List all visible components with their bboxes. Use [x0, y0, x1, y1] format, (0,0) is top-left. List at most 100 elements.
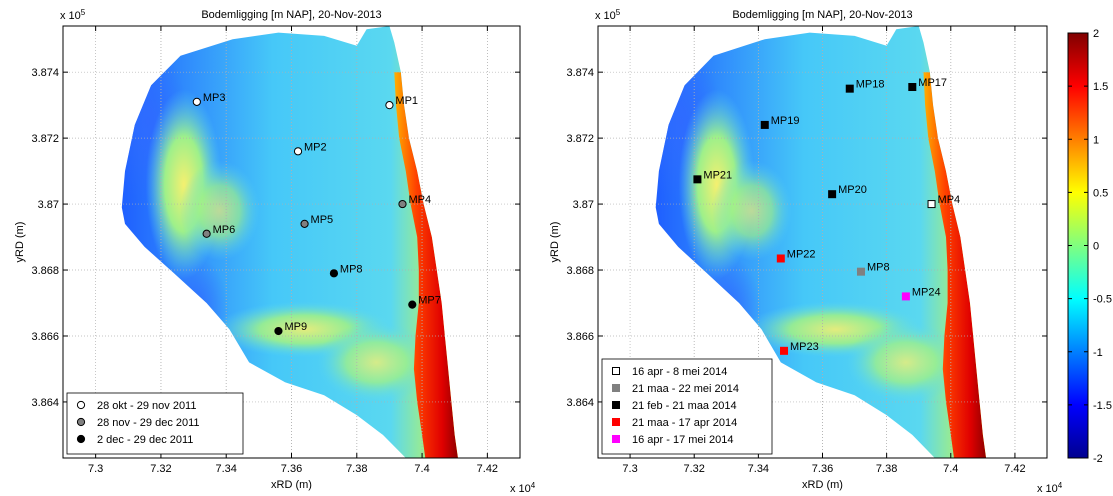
- x-tick-label: 7.32: [684, 463, 705, 475]
- point-mp1: [385, 101, 394, 110]
- x-axis-label: xRD (m): [271, 479, 312, 491]
- x-tick-label: 7.3: [622, 463, 637, 475]
- point-mp20: [828, 190, 837, 199]
- legend-marker: [76, 434, 86, 444]
- point-mp9: [274, 326, 283, 336]
- point-mp8: [856, 267, 865, 276]
- y-tick-label: 3.87: [573, 199, 594, 211]
- x-exponent-label: x 104: [1037, 481, 1063, 495]
- point-mp5: [300, 219, 309, 228]
- colorbar-tick-label: 1: [1093, 134, 1099, 146]
- point-label: MP17: [918, 77, 947, 89]
- legend-marker: [612, 367, 620, 375]
- legend-box: [66, 392, 244, 455]
- point-label: MP6: [213, 224, 236, 236]
- point-label: MP4: [408, 194, 431, 206]
- colorbar-tick-label: 0.5: [1093, 187, 1108, 199]
- chart-title: Bodemligging [m NAP], 20-Nov-2013: [732, 9, 912, 21]
- chart-panel-2: 7.3 7.32 7.34 7.36 7.38 7.4 7.42 3.864 3.866 3.86…: [549, 8, 1063, 495]
- x-tick-label: 7.38: [876, 463, 897, 475]
- x-tick-label: 7.34: [216, 463, 237, 475]
- legend-marker: [76, 400, 86, 410]
- legend-marker: [612, 435, 620, 443]
- shoal: [845, 322, 966, 403]
- legend-label: 2 dec - 29 dec 2011: [97, 434, 193, 446]
- chart-panel-1: 7.3 7.32 7.34 7.36 7.38 7.4 7.42 3.864 3.866 3.86…: [14, 8, 536, 495]
- point-label: MP3: [203, 92, 226, 104]
- colorbar-tick-label: 1.5: [1093, 81, 1108, 93]
- grid: [63, 26, 520, 458]
- y-axis-label: yRD (m): [14, 222, 26, 263]
- point-label: MP22: [787, 248, 816, 260]
- colorbar-tick-label: -2: [1093, 453, 1103, 465]
- y-tick-label: 3.868: [566, 265, 594, 277]
- x-tick-label: 7.4: [414, 463, 429, 475]
- y-tick-label: 3.866: [566, 331, 594, 343]
- x-tick-label: 7.42: [1004, 463, 1025, 475]
- point-mp4: [398, 199, 407, 209]
- point-mp17: [908, 83, 917, 92]
- point-label: MP20: [838, 184, 867, 196]
- y-exponent-label: x 105: [60, 8, 86, 22]
- legend-label: 21 feb - 21 maa 2014: [632, 400, 737, 412]
- point-label: MP19: [771, 115, 800, 127]
- point-label: MP4: [938, 194, 961, 206]
- x-tick-label: 7.36: [281, 463, 302, 475]
- shoal: [711, 160, 792, 261]
- x-tick-label: 7.32: [150, 463, 171, 475]
- y-exponent-label: x 105: [595, 8, 621, 22]
- y-tick-label: 3.874: [566, 67, 594, 79]
- x-tick-label: 7.42: [477, 463, 498, 475]
- colorbar-tick-label: -0.5: [1093, 294, 1112, 306]
- legend-label: 28 okt - 29 nov 2011: [97, 400, 196, 412]
- shelf-edge: [394, 72, 458, 458]
- y-tick-label: 3.872: [31, 133, 59, 145]
- legend-marker: [612, 401, 620, 409]
- point-label: MP8: [340, 263, 363, 275]
- legend-label: 21 maa - 22 mei 2014: [632, 383, 739, 395]
- x-axis-label: xRD (m): [802, 479, 843, 491]
- point-mp23: [780, 346, 789, 355]
- legend-marker: [612, 418, 620, 426]
- point-label: MP21: [703, 169, 732, 181]
- shoal: [316, 322, 437, 403]
- y-tick-label: 3.872: [566, 133, 594, 145]
- shelf-edge: [923, 72, 987, 458]
- y-tick-label: 3.868: [31, 265, 59, 277]
- legend-label: 16 apr - 17 mei 2014: [632, 434, 734, 446]
- point-mp19: [760, 120, 769, 129]
- bathymetry-map: [121, 26, 459, 458]
- x-tick-label: 7.36: [812, 463, 833, 475]
- point-mp18: [845, 84, 854, 93]
- colorbar-tick-label: 2: [1093, 28, 1099, 40]
- legend-label: 28 nov - 29 dec 2011: [97, 417, 200, 429]
- point-label: MP9: [284, 321, 307, 333]
- colorbar-tick-label: 0: [1093, 241, 1099, 253]
- point-mp6: [202, 229, 211, 238]
- colorbar-tick-label: -1: [1093, 347, 1103, 359]
- y-axis-label: yRD (m): [549, 222, 561, 263]
- point-label: MP23: [790, 341, 819, 353]
- y-tick-label: 3.866: [31, 331, 59, 343]
- point-label: MP2: [304, 141, 327, 153]
- colorbar: 2 1.5 1 0.5 0 -0.5 -1 -1.5 -2: [1067, 28, 1112, 465]
- chart-title: Bodemligging [m NAP], 20-Nov-2013: [201, 9, 381, 21]
- point-label: MP5: [311, 214, 334, 226]
- point-mp2: [293, 147, 303, 156]
- point-label: MP18: [856, 79, 885, 91]
- point-mp4: [927, 200, 936, 209]
- y-tick-label: 3.874: [31, 67, 59, 79]
- point-label: MP1: [395, 95, 418, 107]
- legend-marker: [76, 417, 86, 427]
- point-mp21: [693, 175, 702, 184]
- data-points: MP3 MP1 MP2 MP4 MP5 MP6 MP8 MP7 MP9: [192, 92, 441, 336]
- point-mp7: [408, 300, 417, 309]
- y-tick-label: 3.87: [38, 199, 59, 211]
- colorbar-tick-label: -1.5: [1093, 400, 1112, 412]
- point-mp24: [901, 292, 910, 301]
- point-mp22: [776, 254, 785, 263]
- legend: 16 apr - 8 mei 2014 21 maa - 22 mei 2014 2…: [601, 358, 773, 455]
- shoal: [179, 160, 260, 261]
- legend-box: [601, 358, 773, 455]
